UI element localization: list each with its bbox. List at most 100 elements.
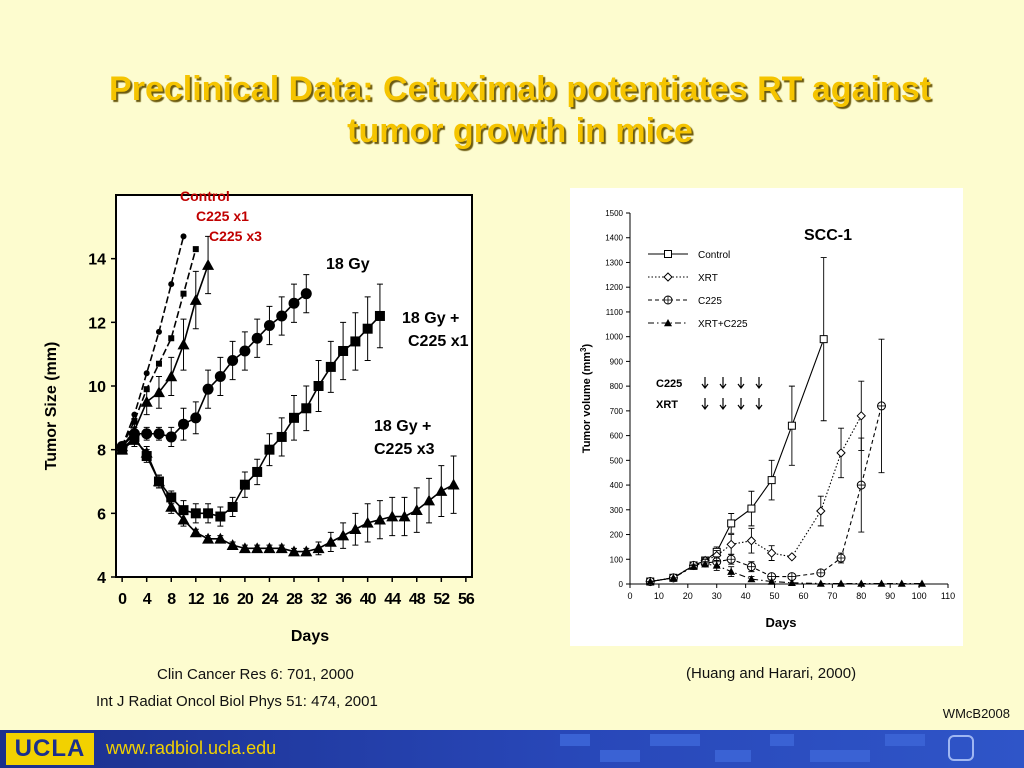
data-point-control bbox=[155, 328, 162, 335]
data-point-control bbox=[168, 281, 175, 288]
data-point-xrt-c225 bbox=[897, 579, 906, 587]
series-line-c225 bbox=[650, 405, 883, 583]
series-line-xrt-c225 bbox=[650, 563, 922, 585]
x-tick-label: 20 bbox=[683, 591, 693, 601]
data-point-18-gy bbox=[227, 355, 239, 367]
data-point-18-gy-c225-x1 bbox=[325, 361, 336, 372]
data-point-control bbox=[767, 476, 776, 485]
data-point-c225-x3 bbox=[152, 386, 165, 398]
legend-label-xrt-c225: XRT+C225 bbox=[698, 319, 748, 330]
data-point-xrt-c225 bbox=[877, 579, 886, 587]
y-axis-label: Tumor Size (mm) bbox=[43, 342, 60, 471]
data-point-xrt bbox=[787, 552, 797, 562]
data-point-18-gy bbox=[263, 320, 275, 332]
y-tick-label: 1200 bbox=[605, 283, 623, 292]
data-point-xrt-c225 bbox=[646, 577, 655, 585]
y-tick-label: 6 bbox=[97, 506, 106, 523]
data-point-18-gy-c225-x3 bbox=[410, 504, 423, 515]
data-point-18-gy-c225-x1 bbox=[313, 381, 324, 391]
data-point-control bbox=[727, 519, 736, 528]
footer-decor-tile bbox=[600, 750, 640, 762]
data-point-18-gy-c225-x1 bbox=[252, 466, 263, 477]
dosing-label-c225: C225 bbox=[656, 378, 682, 390]
data-point-xrt-c225 bbox=[727, 567, 736, 575]
x-tick-label: 28 bbox=[286, 591, 303, 608]
data-point-xrt-c225 bbox=[712, 561, 721, 569]
data-point-18-gy bbox=[190, 412, 202, 424]
data-point-18-gy-c225-x1 bbox=[374, 310, 385, 321]
x-tick-label: 0 bbox=[118, 591, 127, 608]
data-point-18-gy-c225-x3 bbox=[288, 545, 300, 557]
footer-decor-tile bbox=[650, 734, 700, 746]
legend-label-control: Control bbox=[698, 250, 730, 261]
data-point-18-gy bbox=[239, 345, 251, 357]
dosing-arrow-c225 bbox=[719, 377, 727, 389]
legend-label-xrt: XRT bbox=[698, 273, 718, 284]
y-tick-label: 900 bbox=[610, 357, 624, 366]
y-tick-label: 400 bbox=[610, 481, 624, 490]
data-point-18-gy-c225-x1 bbox=[215, 511, 226, 522]
data-point-c225-x1 bbox=[155, 360, 162, 367]
data-point-control bbox=[180, 233, 187, 240]
scc1-chart-frame: 0 100 200 300 400 500 600 700 800 900 1000 1100 1200… bbox=[570, 188, 963, 646]
slide-title-line-2: tumor growth in mice bbox=[347, 112, 693, 150]
y-tick-label: 1000 bbox=[605, 333, 623, 342]
author-mark: WMcB2008 bbox=[942, 706, 1010, 721]
x-tick-label: 0 bbox=[627, 591, 632, 601]
legend-marker-c225-cross bbox=[664, 296, 672, 304]
data-point-18-gy-c225-x3 bbox=[202, 532, 215, 544]
data-point-c225-x1 bbox=[180, 290, 187, 297]
legend-marker-control bbox=[664, 250, 672, 258]
series-line-18-gy-c225-x1 bbox=[121, 315, 381, 518]
data-point-18-gy-c225-x1 bbox=[227, 501, 238, 512]
y-tick-label: 8 bbox=[97, 443, 106, 460]
annotation-c225-x3: C225 x3 bbox=[374, 441, 435, 458]
annotation-c225-x3: C225 x3 bbox=[209, 228, 262, 244]
data-point-xrt bbox=[726, 539, 736, 550]
x-tick-label: 52 bbox=[433, 591, 450, 608]
dosing-label-xrt: XRT bbox=[656, 399, 678, 411]
data-point-c225-cross bbox=[816, 568, 825, 577]
x-tick-label: 40 bbox=[741, 591, 751, 601]
x-axis-label: Days bbox=[291, 628, 329, 645]
data-point-18-gy bbox=[178, 418, 190, 430]
data-point-xrt-c225 bbox=[816, 579, 825, 587]
data-point-c225-cross bbox=[837, 554, 846, 563]
x-tick-label: 70 bbox=[827, 591, 837, 601]
legend-label-c225: C225 bbox=[698, 296, 722, 307]
footer-url-link[interactable]: www.radbiol.ucla.edu bbox=[106, 738, 277, 758]
data-point-xrt-c225 bbox=[857, 579, 866, 587]
data-point-18-gy-c225-x1 bbox=[239, 479, 250, 490]
x-tick-label: 32 bbox=[311, 591, 328, 608]
series-line-c225-x3 bbox=[121, 264, 209, 447]
data-point-xrt-c225 bbox=[747, 575, 756, 583]
data-point-18-gy bbox=[300, 288, 312, 300]
footer-decor-tile bbox=[770, 734, 794, 746]
dosing-arrow-c225 bbox=[737, 377, 745, 389]
series-line-xrt bbox=[650, 415, 862, 583]
footer-decor-tile bbox=[810, 750, 870, 762]
data-point-18-gy-c225-x3 bbox=[177, 513, 190, 525]
plot-area bbox=[115, 194, 473, 578]
data-point-18-gy bbox=[214, 370, 226, 382]
legend-marker-xrt-c225 bbox=[664, 319, 672, 327]
scc1-volume-chart: 0100200300400500600700800900100011001200… bbox=[579, 209, 955, 630]
data-point-18-gy-c225-x3 bbox=[263, 542, 276, 554]
data-point-18-gy-c225-x3 bbox=[435, 485, 448, 496]
x-tick-label: 10 bbox=[654, 591, 664, 601]
data-point-c225-x1 bbox=[192, 246, 199, 253]
data-point-18-gy-c225-x3 bbox=[214, 532, 227, 544]
slide-title-line-1: Preclinical Data: Cetuximab potentiates … bbox=[109, 70, 931, 108]
data-point-18-gy-c225-x3 bbox=[226, 539, 239, 550]
citation-clin-cancer-res: Clin Cancer Res 6: 701, 2000 bbox=[157, 666, 354, 683]
data-point-18-gy-c225-x3 bbox=[361, 516, 374, 528]
data-point-18-gy-c225-x1 bbox=[289, 412, 299, 423]
data-point-18-gy-c225-x1 bbox=[338, 345, 349, 356]
data-point-xrt bbox=[746, 536, 757, 546]
y-tick-label: 1500 bbox=[605, 209, 623, 218]
data-point-18-gy-c225-x1 bbox=[203, 508, 214, 519]
y-tick-label: 14 bbox=[88, 252, 106, 269]
data-point-18-gy bbox=[276, 310, 288, 322]
annotation-18-gy: 18 Gy bbox=[326, 256, 370, 273]
